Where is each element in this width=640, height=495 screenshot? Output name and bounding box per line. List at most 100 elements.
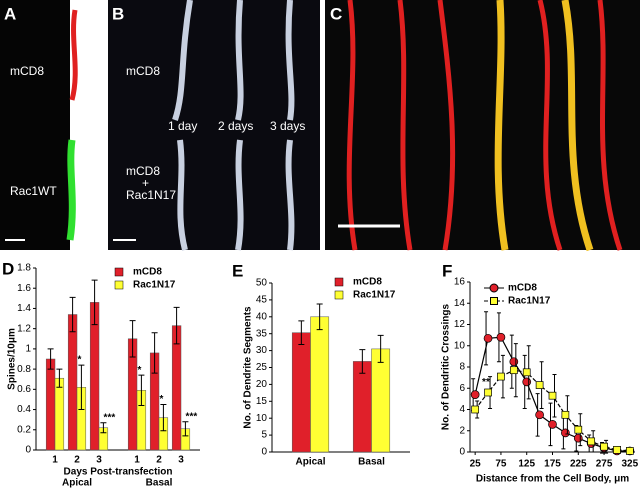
legend-label: mCD8 xyxy=(133,267,162,278)
image-label: Rac1WT xyxy=(10,184,57,198)
x-tick-label: Apical xyxy=(295,457,325,468)
image-label: mCD8 xyxy=(126,164,160,178)
y-tick-label: 0 xyxy=(459,447,465,458)
point xyxy=(600,442,608,451)
error-bar xyxy=(56,368,63,388)
y-tick-label: 16 xyxy=(454,277,466,288)
panel-letter: E xyxy=(232,261,243,280)
panel-letter: C xyxy=(330,4,342,23)
x-tick-label: 25 xyxy=(470,459,482,470)
panel-c-image xyxy=(325,0,640,250)
point xyxy=(496,332,506,342)
legend-label: mCD8 xyxy=(353,277,382,288)
y-tick-label: 40 xyxy=(256,311,268,322)
point xyxy=(497,372,505,381)
bar xyxy=(291,332,311,453)
y-tick-label: 0.4 xyxy=(17,404,31,415)
x-tick-label: 75 xyxy=(495,459,507,470)
error-bar xyxy=(151,332,158,374)
legend-swatch xyxy=(334,277,344,287)
y-tick-label: 14 xyxy=(454,298,466,309)
error-bar xyxy=(359,349,366,374)
y-tick-label: 45 xyxy=(256,295,268,306)
y-tick-label: 1.8 xyxy=(17,263,31,274)
y-tick-label: 35 xyxy=(256,328,268,339)
point xyxy=(484,388,492,397)
y-tick-label: 2 xyxy=(459,425,465,436)
point xyxy=(483,333,493,343)
error-bar xyxy=(138,374,145,407)
panel-letter: A xyxy=(4,4,16,23)
y-tick-label: 0.2 xyxy=(17,424,31,435)
point xyxy=(522,368,531,377)
error-bar xyxy=(91,279,98,326)
image-label: 2 days xyxy=(218,119,253,133)
image-label: 1 day xyxy=(168,119,197,133)
error-bar xyxy=(298,320,305,346)
y-axis-label: No. of Dendritic Crossings xyxy=(441,304,452,431)
image-label: Rac1N17 xyxy=(126,188,176,202)
x-tick-label: 1 xyxy=(134,455,140,466)
legend-swatch xyxy=(334,290,344,300)
legend-label: Rac1N17 xyxy=(353,290,396,301)
legend-label: Rac1N17 xyxy=(133,280,176,291)
y-tick-label: 20 xyxy=(256,379,268,390)
y-tick-label: 4 xyxy=(459,404,465,415)
point xyxy=(509,357,519,367)
group-label: Apical xyxy=(62,478,92,489)
error-bar xyxy=(160,404,167,432)
image-label: mCD8 xyxy=(10,64,44,78)
bar xyxy=(67,314,78,451)
y-axis-label: Spines/10μm xyxy=(7,328,18,390)
panel-b-image xyxy=(108,0,320,250)
error-bar xyxy=(100,422,107,434)
x-tick-label: 275 xyxy=(596,459,613,470)
panel-a-image xyxy=(0,0,70,250)
x-tick-label: 225 xyxy=(570,459,587,470)
bar xyxy=(54,377,65,451)
y-tick-label: 6 xyxy=(459,383,465,394)
y-tick-label: 25 xyxy=(256,362,268,373)
point xyxy=(548,391,557,400)
panel-letter: F xyxy=(442,261,452,280)
x-tick-label: 1 xyxy=(52,455,58,466)
legend-swatch xyxy=(490,297,498,305)
point xyxy=(509,366,518,375)
point xyxy=(548,420,557,429)
y-tick-label: 10 xyxy=(256,413,268,424)
x-tick-label: 3 xyxy=(178,455,184,466)
panel-letter: D xyxy=(2,259,14,278)
annotation: ** xyxy=(482,377,490,388)
red-dendrite xyxy=(69,9,78,101)
x-tick-label: 2 xyxy=(156,455,162,466)
significance: * xyxy=(137,365,141,376)
image-label: mCD8 xyxy=(126,64,160,78)
y-tick-label: 0 xyxy=(261,447,267,458)
x-tick-label: 175 xyxy=(544,459,561,470)
point xyxy=(613,446,621,454)
point xyxy=(625,447,634,455)
significance: * xyxy=(77,355,81,366)
y-tick-label: 15 xyxy=(256,396,268,407)
error-bar xyxy=(69,296,76,333)
y-axis-label: No. of Dendrite Segments xyxy=(243,306,254,429)
green-dendrite xyxy=(66,139,76,241)
y-tick-label: 0.8 xyxy=(17,364,31,375)
panel-letter: B xyxy=(112,4,124,23)
y-tick-label: 10 xyxy=(454,340,466,351)
point xyxy=(561,410,570,419)
y-tick-label: 1 xyxy=(25,344,31,355)
y-tick-label: 0 xyxy=(25,445,31,456)
point xyxy=(587,437,596,446)
point xyxy=(535,381,544,389)
y-tick-label: 1.4 xyxy=(17,303,31,314)
error-bar xyxy=(78,364,85,411)
point xyxy=(561,428,570,438)
bar xyxy=(310,316,330,453)
y-tick-label: 1.6 xyxy=(17,283,31,294)
bar xyxy=(45,358,56,451)
bar xyxy=(371,348,391,453)
point xyxy=(574,425,583,434)
